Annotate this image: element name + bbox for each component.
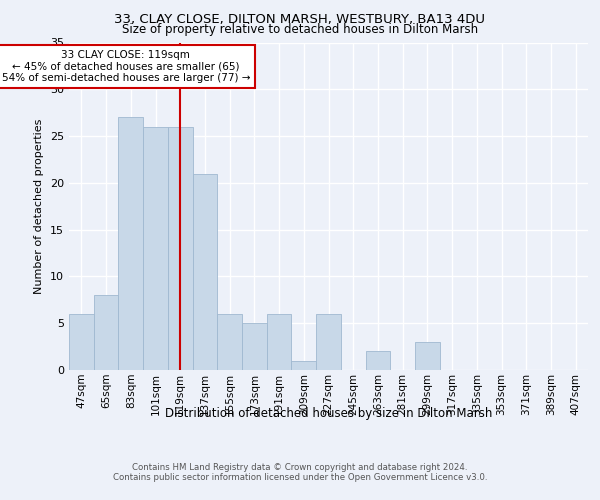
Text: Contains public sector information licensed under the Open Government Licence v3: Contains public sector information licen… — [113, 472, 487, 482]
Bar — [94, 295, 118, 370]
Bar — [242, 323, 267, 370]
Text: Distribution of detached houses by size in Dilton Marsh: Distribution of detached houses by size … — [165, 408, 493, 420]
Bar — [118, 118, 143, 370]
Bar — [168, 126, 193, 370]
Text: Contains HM Land Registry data © Crown copyright and database right 2024.: Contains HM Land Registry data © Crown c… — [132, 462, 468, 471]
Bar — [316, 314, 341, 370]
Bar — [217, 314, 242, 370]
Y-axis label: Number of detached properties: Number of detached properties — [34, 118, 44, 294]
Bar — [415, 342, 440, 370]
Bar — [292, 360, 316, 370]
Bar — [69, 314, 94, 370]
Text: 33 CLAY CLOSE: 119sqm
← 45% of detached houses are smaller (65)
54% of semi-deta: 33 CLAY CLOSE: 119sqm ← 45% of detached … — [2, 50, 250, 83]
Bar — [143, 126, 168, 370]
Text: Size of property relative to detached houses in Dilton Marsh: Size of property relative to detached ho… — [122, 22, 478, 36]
Bar — [267, 314, 292, 370]
Bar — [365, 352, 390, 370]
Bar — [193, 174, 217, 370]
Text: 33, CLAY CLOSE, DILTON MARSH, WESTBURY, BA13 4DU: 33, CLAY CLOSE, DILTON MARSH, WESTBURY, … — [115, 12, 485, 26]
